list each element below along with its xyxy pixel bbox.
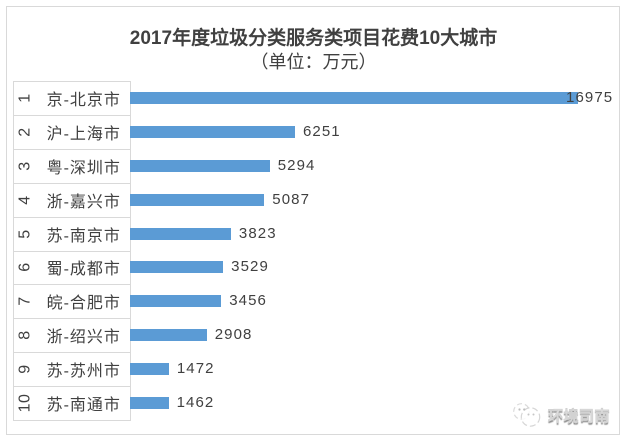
rank-label: 10 (13, 386, 38, 420)
rank-label-text: 2 (16, 127, 34, 137)
bar (130, 397, 169, 410)
rank-label: 4 (13, 183, 38, 217)
category-label: 苏-南京市 (46, 227, 121, 245)
value-label: 3823 (238, 224, 277, 242)
rank-label: 1 (13, 81, 38, 115)
watermark: 环境司南 (511, 402, 610, 428)
row-separator-line (13, 114, 131, 116)
rank-label-text: 1 (16, 93, 34, 103)
category-label: 苏-苏州市 (46, 363, 121, 381)
category-label: 沪-上海市 (46, 125, 121, 143)
rank-label-text: 8 (16, 330, 34, 340)
chart-title: 2017年度垃圾分类服务类项目花费10大城市 (129, 28, 498, 49)
row-separator-line (13, 81, 131, 82)
rank-label: 6 (13, 251, 38, 285)
rank-label-text: 10 (16, 393, 34, 413)
rank-label: 2 (13, 115, 38, 149)
bar (130, 159, 270, 172)
rank-label-text: 7 (16, 296, 34, 307)
category-label: 皖-合肥市 (46, 295, 121, 313)
value-label: 2908 (214, 326, 253, 344)
rank-label: 9 (13, 352, 38, 386)
value-label: 3456 (229, 292, 267, 310)
category-label: 浙-绍兴市 (46, 329, 121, 347)
bar (130, 295, 222, 308)
rank-label-text: 6 (16, 262, 34, 273)
value-label: 5087 (272, 190, 311, 208)
rank-label-text: 9 (16, 364, 34, 374)
rank-label: 3 (13, 149, 38, 183)
rank-label: 5 (13, 217, 38, 251)
bar (130, 193, 265, 206)
bar (130, 91, 578, 104)
chart-subtitle: （单位：万元） (250, 52, 377, 72)
value-label: 5294 (277, 156, 316, 174)
rank-label-text: 5 (16, 228, 34, 239)
value-label: 1462 (176, 394, 215, 412)
row-separator-line (13, 250, 131, 252)
bar (130, 329, 207, 342)
value-label: 1472 (176, 360, 215, 378)
compass-logo-icon (513, 403, 541, 427)
row-separator-line (13, 284, 131, 286)
row-separator-line (13, 420, 131, 421)
category-label: 苏-南通市 (46, 397, 121, 415)
bar (130, 227, 231, 240)
row-separator-line (13, 352, 131, 354)
row-separator-line (13, 182, 131, 184)
category-label: 蜀-成都市 (46, 261, 121, 279)
rank-label-text: 4 (16, 194, 34, 205)
bar (130, 363, 169, 376)
category-label: 浙-嘉兴市 (46, 193, 121, 211)
row-separator-line (13, 318, 131, 320)
rank-label-text: 3 (16, 161, 34, 171)
value-label: 6251 (302, 122, 341, 140)
chart-border (6, 6, 620, 435)
watermark-text: 环境司南 (548, 407, 611, 425)
row-separator-line (13, 216, 131, 218)
rank-label: 7 (13, 284, 38, 318)
category-label: 粤-深圳市 (46, 159, 121, 177)
row-separator-line (13, 386, 131, 388)
value-label: 3529 (231, 258, 269, 276)
bar (130, 125, 295, 138)
bar (130, 261, 224, 274)
category-label: 京-北京市 (46, 91, 121, 109)
rank-label: 8 (13, 318, 38, 352)
value-label: 16975 (566, 88, 614, 106)
row-separator-line (13, 148, 131, 150)
